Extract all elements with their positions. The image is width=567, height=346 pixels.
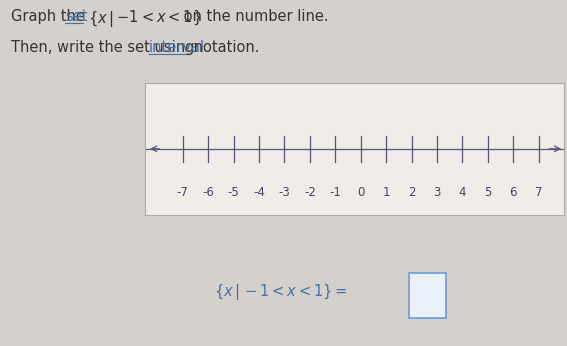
Text: 4: 4	[459, 185, 466, 199]
Text: Graph the: Graph the	[11, 9, 90, 24]
Text: $\{x\,|$: $\{x\,|$	[84, 9, 114, 29]
Text: 6: 6	[510, 185, 517, 199]
Text: -1: -1	[329, 185, 341, 199]
Text: 2: 2	[408, 185, 416, 199]
Text: set: set	[65, 9, 88, 24]
Text: 3: 3	[433, 185, 441, 199]
Text: $-1 < x < 1\}$: $-1 < x < 1\}$	[112, 9, 202, 27]
Text: 7: 7	[535, 185, 543, 199]
Text: 5: 5	[484, 185, 492, 199]
FancyBboxPatch shape	[409, 273, 446, 318]
Text: -7: -7	[177, 185, 189, 199]
Text: -6: -6	[202, 185, 214, 199]
Text: -4: -4	[253, 185, 265, 199]
Text: -3: -3	[278, 185, 290, 199]
Text: interval: interval	[149, 40, 205, 55]
Text: notation.: notation.	[189, 40, 259, 55]
Text: $\{x\,|\,-1 < x < 1\} = $: $\{x\,|\,-1 < x < 1\} = $	[214, 282, 348, 302]
Text: 0: 0	[357, 185, 365, 199]
Text: -5: -5	[228, 185, 239, 199]
Text: -2: -2	[304, 185, 316, 199]
Text: Then, write the set using: Then, write the set using	[11, 40, 200, 55]
Text: on the number line.: on the number line.	[179, 9, 328, 24]
Text: 1: 1	[382, 185, 390, 199]
